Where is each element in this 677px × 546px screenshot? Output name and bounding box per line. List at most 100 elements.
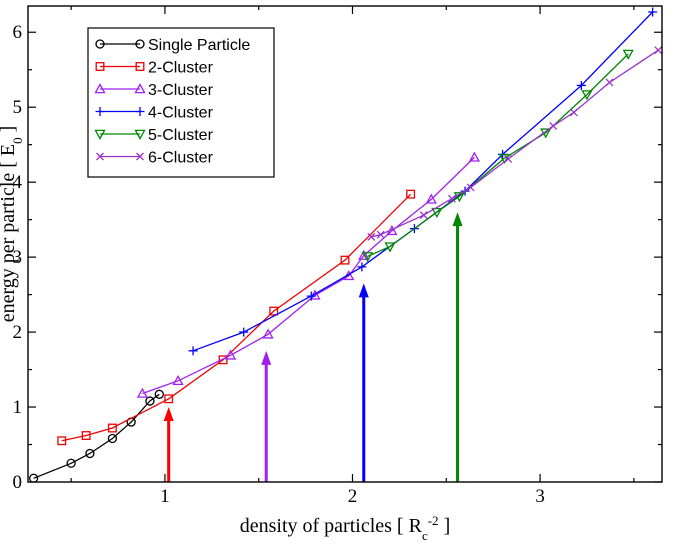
data-point: [384, 242, 396, 253]
legend-box: [87, 27, 275, 178]
series-1: [28, 389, 164, 482]
legend-label: 2-Cluster: [148, 60, 214, 77]
legend-marker: [95, 107, 105, 116]
data-point: [569, 108, 578, 117]
y-tick-label: 5: [13, 97, 23, 118]
legend-item-5: 5-Cluster: [94, 127, 214, 144]
data-point: [154, 389, 164, 399]
y-tick-label: 6: [13, 22, 23, 43]
data-point: [576, 80, 586, 90]
series-line: [371, 49, 659, 238]
data-point: [358, 249, 370, 260]
data-point: [419, 211, 428, 220]
data-point: [453, 192, 466, 203]
x-tick-label: 3: [535, 486, 545, 507]
y-tick-label: 0: [13, 472, 23, 493]
arrow-3: [358, 283, 369, 482]
arrow-2: [261, 350, 272, 482]
data-point: [306, 291, 316, 301]
data-point: [107, 433, 118, 444]
arrow-head: [452, 212, 463, 227]
series-line: [61, 193, 412, 442]
legend-label: 5-Cluster: [148, 127, 214, 144]
legend-label: 3-Cluster: [148, 82, 214, 99]
data-point: [431, 207, 443, 218]
data-point: [581, 90, 593, 101]
series-2: [57, 189, 416, 446]
data-point: [85, 448, 95, 459]
data-point: [367, 232, 376, 241]
legend-marker: [135, 62, 145, 71]
arrow-head: [163, 407, 174, 422]
plot-frame: [27, 5, 663, 483]
x-axis-label: density of particles [ Rc-2 ]: [240, 513, 450, 543]
legend-item-1: Single Particle: [95, 37, 250, 54]
data-point: [172, 374, 184, 386]
legend: Single Particle 2-Cluster 3-Cluster 4-Clust…: [87, 27, 275, 178]
data-point: [269, 306, 279, 316]
plot-clip-group: [28, 7, 662, 482]
legend-marker: [134, 129, 146, 140]
legend-label: 4-Cluster: [148, 105, 214, 122]
data-point: [447, 194, 456, 203]
data-point: [340, 255, 350, 265]
data-point: [66, 458, 76, 468]
data-point: [498, 153, 511, 165]
legend-label: 6-Cluster: [148, 150, 214, 167]
legend-item-3: 3-Cluster: [94, 82, 214, 99]
data-point: [425, 193, 437, 204]
data-point: [357, 262, 367, 272]
data-point: [468, 151, 481, 162]
legend-marker: [95, 62, 105, 71]
legend-item-4: 4-Cluster: [95, 105, 214, 122]
legend-marker: [135, 107, 145, 116]
data-point: [224, 349, 237, 360]
data-point: [107, 423, 117, 433]
x-tick-label: 2: [348, 486, 358, 507]
data-point: [239, 327, 249, 337]
legend-marker: [95, 39, 105, 49]
data-point: [164, 394, 174, 404]
y-tick-label: 3: [13, 247, 23, 268]
data-point: [361, 252, 374, 263]
data-point: [654, 46, 662, 55]
data-point: [218, 355, 228, 365]
data-point: [622, 49, 634, 60]
arrow-1: [163, 407, 174, 482]
arrow-4: [452, 212, 463, 482]
plot-area: [28, 7, 662, 482]
legend-marker: [134, 83, 146, 94]
data-point: [28, 473, 39, 482]
legend-marker: [96, 152, 104, 161]
legend-item-2: 2-Cluster: [95, 60, 214, 77]
data-point: [406, 189, 416, 199]
series-6: [367, 46, 662, 241]
series-line: [367, 53, 629, 257]
data-point: [504, 154, 513, 163]
legend-marker: [135, 39, 145, 49]
legend-label: Single Particle: [148, 37, 250, 54]
series-5: [361, 49, 634, 263]
data-point: [262, 328, 274, 339]
y-tick-label: 2: [13, 322, 23, 343]
data-point: [605, 78, 614, 87]
series-3: [136, 151, 481, 398]
y-tick-label: 4: [13, 172, 23, 193]
legend-item-6: 6-Cluster: [96, 150, 214, 167]
data-point: [145, 396, 155, 406]
series-line: [33, 393, 160, 479]
arrow-head: [358, 283, 369, 298]
data-point: [57, 436, 67, 446]
data-point: [648, 7, 658, 17]
legend-marker: [94, 83, 106, 94]
legend-marker: [136, 152, 144, 161]
data-point: [549, 121, 558, 130]
data-point: [188, 346, 198, 356]
data-point: [81, 431, 91, 440]
data-point: [376, 230, 385, 239]
y-axis-label: energy per particle [ E0 ]: [0, 126, 25, 323]
arrow-head: [261, 350, 272, 365]
axes: 1 2 3 0 1 2 3 4 5 6: [13, 5, 663, 507]
data-point: [136, 387, 149, 398]
